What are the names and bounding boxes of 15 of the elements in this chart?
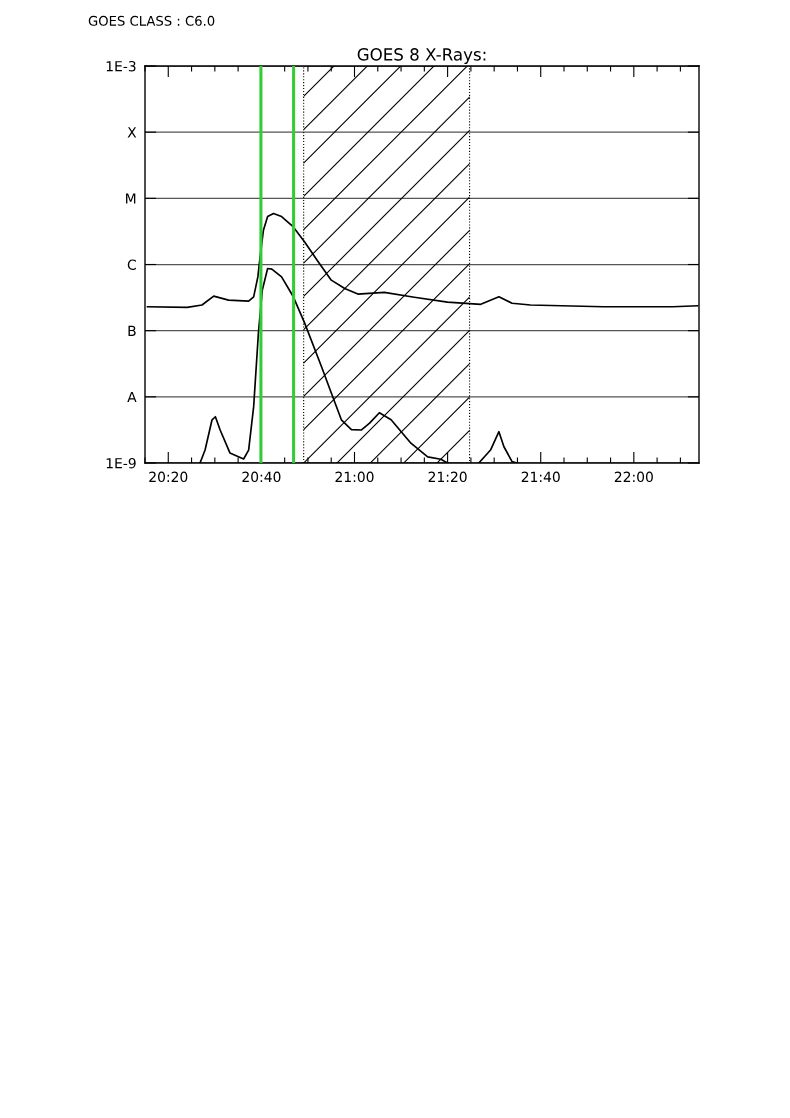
x-tick-label: 21:20	[428, 471, 467, 483]
x-tick-label: 21:40	[521, 471, 560, 483]
y-tick-label: B	[128, 325, 136, 336]
text: GOES CLASS : C6.0	[88, 15, 215, 26]
x-tick-label: 20:20	[149, 471, 188, 483]
y-tick-label: M	[126, 193, 136, 204]
x-tick-label: 20:40	[242, 471, 281, 483]
x-tick-label: 22:00	[614, 471, 653, 483]
y-tick-label: X	[127, 127, 137, 138]
y-tick-label: 1E-9	[106, 457, 136, 469]
chart-title: GOES 8 X-Rays:	[357, 48, 486, 64]
x-tick-label: 21:00	[335, 471, 374, 483]
y-tick-label: C	[127, 259, 136, 270]
y-tick-label: A	[127, 391, 137, 403]
y-tick-label: 1E-3	[106, 60, 136, 72]
